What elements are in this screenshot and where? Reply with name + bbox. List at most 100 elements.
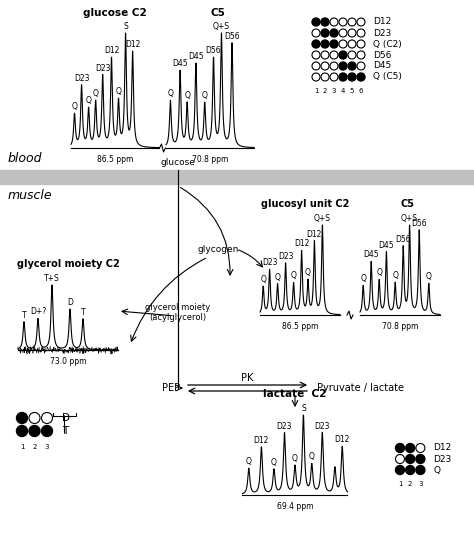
Text: PEP: PEP: [162, 383, 180, 393]
Text: D+?: D+?: [30, 307, 46, 317]
Circle shape: [416, 454, 425, 463]
Text: C5: C5: [210, 8, 226, 18]
Text: D23: D23: [315, 422, 330, 430]
Text: D56: D56: [395, 234, 411, 244]
Circle shape: [321, 18, 329, 26]
Circle shape: [339, 51, 347, 59]
Text: 86.5 ppm: 86.5 ppm: [282, 322, 318, 331]
Text: Q: Q: [274, 273, 281, 282]
Text: lactate  C2: lactate C2: [264, 389, 327, 399]
Text: Q: Q: [434, 466, 441, 474]
Text: D23: D23: [262, 258, 277, 267]
Circle shape: [406, 466, 415, 474]
Text: PK: PK: [241, 373, 254, 383]
Text: 70.8 ppm: 70.8 ppm: [382, 322, 418, 331]
Text: muscle: muscle: [8, 189, 53, 202]
Text: Q+S: Q+S: [314, 214, 331, 223]
Text: Q: Q: [116, 87, 121, 96]
Text: T: T: [63, 426, 69, 436]
Circle shape: [406, 454, 415, 463]
Circle shape: [395, 466, 404, 474]
Text: S: S: [301, 404, 306, 413]
Text: 6: 6: [359, 88, 363, 94]
Text: C5: C5: [401, 199, 415, 209]
Text: Q: Q: [260, 275, 266, 284]
Text: D45: D45: [379, 240, 394, 250]
Text: glucose C2: glucose C2: [83, 8, 147, 18]
Text: D45: D45: [364, 250, 379, 259]
Text: Q: Q: [246, 457, 252, 466]
Text: glucosyl unit C2: glucosyl unit C2: [261, 199, 349, 209]
Text: T: T: [22, 311, 27, 320]
Text: 4: 4: [341, 88, 345, 94]
Text: glucose: glucose: [161, 158, 195, 167]
Circle shape: [321, 29, 329, 37]
Text: D12: D12: [434, 443, 452, 453]
Text: Q (C2): Q (C2): [373, 40, 402, 48]
Text: D23: D23: [277, 422, 292, 431]
Text: Q: Q: [167, 89, 173, 98]
Text: 5: 5: [350, 88, 354, 94]
Circle shape: [348, 62, 356, 70]
Text: Q: Q: [426, 273, 432, 281]
Text: Q+S: Q+S: [213, 22, 230, 31]
Text: 2: 2: [323, 88, 327, 94]
Text: 3: 3: [418, 481, 423, 487]
Text: Q: Q: [392, 271, 398, 280]
Text: T: T: [81, 308, 85, 317]
Circle shape: [17, 412, 27, 423]
Circle shape: [339, 62, 347, 70]
Text: S: S: [123, 22, 128, 31]
Text: glycogen: glycogen: [197, 244, 239, 254]
Text: T+S: T+S: [44, 274, 60, 283]
Text: D23: D23: [74, 74, 89, 83]
Text: D12: D12: [125, 40, 140, 49]
Circle shape: [395, 443, 404, 453]
Text: Q: Q: [376, 268, 382, 277]
Text: D23: D23: [95, 64, 110, 72]
Text: 2: 2: [408, 481, 412, 487]
Circle shape: [312, 40, 320, 48]
Text: Q: Q: [360, 274, 366, 283]
Circle shape: [330, 40, 338, 48]
Text: D: D: [67, 298, 73, 307]
Text: blood: blood: [8, 152, 43, 165]
Text: Pyruvate / lactate: Pyruvate / lactate: [317, 383, 404, 393]
Text: 70.8 ppm: 70.8 ppm: [192, 155, 228, 164]
Text: glycerol moiety
(acylglycerol): glycerol moiety (acylglycerol): [146, 303, 210, 323]
Text: D23: D23: [373, 28, 391, 38]
Text: 73.0 ppm: 73.0 ppm: [50, 357, 86, 366]
Text: Q: Q: [184, 91, 190, 100]
Text: D56: D56: [373, 51, 392, 59]
Circle shape: [339, 73, 347, 81]
Circle shape: [29, 425, 40, 436]
Text: D45: D45: [188, 52, 204, 61]
Circle shape: [42, 425, 53, 436]
Circle shape: [416, 466, 425, 474]
Text: Q: Q: [202, 91, 208, 100]
Text: D12: D12: [104, 46, 119, 55]
Text: D23: D23: [278, 252, 293, 261]
Text: D56: D56: [411, 219, 427, 228]
Text: D12: D12: [307, 230, 322, 239]
Circle shape: [406, 443, 415, 453]
Text: Q: Q: [86, 96, 91, 105]
Text: glycerol moiety C2: glycerol moiety C2: [17, 259, 119, 269]
Text: Q (C5): Q (C5): [373, 72, 402, 82]
Text: D56: D56: [224, 32, 240, 41]
Text: D12: D12: [373, 17, 391, 27]
Text: Q: Q: [292, 454, 298, 463]
Circle shape: [312, 18, 320, 26]
Circle shape: [330, 29, 338, 37]
Text: 1: 1: [314, 88, 318, 94]
Text: 86.5 ppm: 86.5 ppm: [97, 155, 133, 164]
Text: Q+S: Q+S: [401, 214, 418, 223]
Text: Q: Q: [305, 268, 311, 277]
Text: D23: D23: [434, 454, 452, 463]
Text: 1: 1: [20, 444, 24, 450]
Circle shape: [17, 425, 27, 436]
Text: D45: D45: [172, 59, 188, 68]
Text: 3: 3: [332, 88, 336, 94]
Text: D: D: [63, 413, 71, 423]
Text: Q: Q: [72, 102, 77, 111]
